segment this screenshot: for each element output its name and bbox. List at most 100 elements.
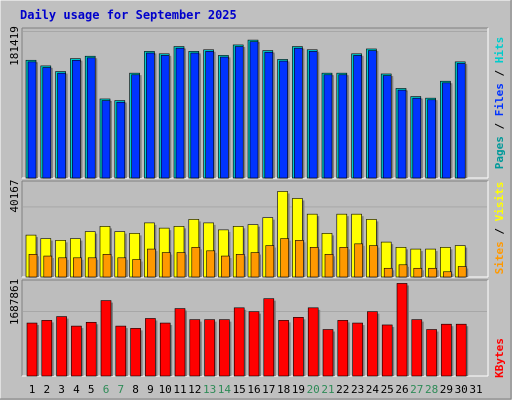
sites-bar-day-18 [280, 238, 289, 278]
x-tick-label-day-24: 24 [366, 383, 380, 396]
files-bar-day-4 [72, 59, 81, 179]
files-bar-day-28 [427, 99, 436, 179]
files-bar-day-3 [57, 72, 66, 179]
sites-bar-day-16 [250, 252, 260, 278]
sites-bar-day-4 [73, 257, 82, 278]
kbytes-bar-day-30 [455, 323, 467, 377]
sites-bar-day-14 [221, 255, 230, 278]
files-bar-day-22 [338, 74, 348, 179]
sites-bar-day-12 [191, 247, 201, 278]
legend-separator: / [493, 63, 506, 83]
files-bar-day-10 [160, 55, 170, 179]
kbytes-bar-day-12 [189, 319, 201, 377]
sites-bar-day-11 [176, 252, 186, 278]
sites-bar-day-25 [383, 267, 393, 278]
sites-bar-day-26 [398, 264, 408, 278]
sites-bar-day-7 [117, 257, 127, 278]
kbytes-bar-day-2 [41, 320, 53, 377]
files-legend-label: Files [493, 83, 506, 116]
x-tick-label-day-21: 21 [321, 383, 334, 396]
kbytes-bar-day-29 [441, 323, 452, 377]
sites-bar-day-8 [132, 259, 141, 278]
kbytes-bar-day-13 [204, 319, 215, 377]
kbytes-bar-day-3 [56, 316, 67, 377]
sites-bar-day-27 [413, 267, 423, 278]
visits-legend-label: Visits [493, 182, 506, 222]
sites-bar-day-6 [102, 254, 112, 278]
x-tick-label-day-9: 9 [147, 383, 154, 396]
sites-bar-day-9 [147, 248, 156, 278]
hits-bars [23, 31, 487, 179]
x-tick-label-day-1: 1 [29, 383, 36, 396]
files-bar-day-6 [101, 100, 111, 179]
x-tick-label-day-6: 6 [103, 383, 110, 396]
legend-separator: / [493, 221, 506, 241]
kbytes-bar-day-25 [381, 324, 393, 377]
files-bar-day-30 [456, 63, 466, 179]
files-bar-day-26 [397, 89, 407, 179]
x-tick-label-day-10: 10 [159, 383, 172, 396]
files-bar-day-16 [249, 41, 259, 179]
kbytes-bar-day-10 [159, 322, 171, 377]
files-bar-day-1 [27, 61, 37, 179]
files-bar-day-12 [190, 52, 200, 179]
sites-bar-day-5 [87, 257, 97, 278]
files-bar-day-13 [205, 51, 214, 179]
x-tick-label-day-14: 14 [218, 383, 232, 396]
files-bar-day-11 [175, 47, 185, 179]
x-tick-label-day-25: 25 [381, 383, 394, 396]
files-bar-day-29 [442, 82, 451, 179]
x-tick-label-day-22: 22 [336, 383, 349, 396]
files-bar-day-15 [234, 46, 244, 179]
legend-separator: / [493, 116, 506, 136]
files-bar-day-8 [131, 74, 140, 179]
kbytes-bar-day-24 [367, 311, 378, 377]
sites-bar-day-15 [235, 254, 245, 278]
files-bar-day-14 [220, 56, 229, 179]
kbytes-bar-day-23 [352, 322, 363, 377]
sites-bar-day-24 [369, 245, 378, 278]
sites-bar-day-13 [206, 250, 215, 278]
kbytes-y-tick-label: 1687861 [8, 279, 21, 325]
kbytes-bar-day-7 [115, 325, 127, 377]
x-tick-label-day-16: 16 [247, 383, 260, 396]
kbytes-bar-day-6 [100, 300, 112, 377]
kbytes-bar-day-17 [263, 298, 275, 377]
kbytes-bar-day-11 [174, 308, 186, 377]
hits-files-pages-panel: 181419 Pages / Files / Hits [8, 26, 506, 179]
x-tick-label-day-4: 4 [73, 383, 80, 396]
chart-title: Daily usage for September 2025 [20, 8, 237, 22]
x-tick-label-day-15: 15 [233, 383, 246, 396]
files-bar-day-21 [323, 74, 333, 179]
x-tick-label-day-28: 28 [425, 383, 438, 396]
x-tick-label-day-8: 8 [132, 383, 139, 396]
sites-bar-day-21 [324, 254, 334, 278]
kbytes-bar-day-15 [233, 307, 245, 377]
visits-sites-panel: 40167 Sites / Visits [8, 179, 506, 278]
kbytes-bar-day-27 [411, 319, 423, 377]
kbytes-legend-label: KBytes [493, 338, 506, 378]
hits-y-tick-label: 181419 [8, 26, 21, 66]
x-tick-label-day-31: 31 [469, 383, 482, 396]
sites-bar-day-20 [309, 247, 319, 278]
files-bar-day-24 [368, 50, 377, 179]
sites-bar-day-30 [457, 266, 467, 278]
kbytes-bar-day-9 [145, 318, 156, 377]
sites-bar-day-1 [28, 254, 38, 278]
sites-bar-day-3 [58, 257, 67, 278]
x-tick-label-day-18: 18 [277, 383, 290, 396]
x-tick-label-day-3: 3 [58, 383, 65, 396]
kbytes-bar-day-1 [26, 322, 38, 377]
x-tick-label-day-17: 17 [262, 383, 275, 396]
kbytes-panel: 1687861 KBytes [8, 279, 506, 378]
kbytes-y-axis-label: KBytes [493, 338, 506, 378]
kbytes-bar-day-4 [71, 325, 82, 377]
files-bar-day-27 [412, 97, 422, 179]
sites-bar-day-10 [161, 252, 171, 278]
kbytes-bar-day-19 [293, 317, 304, 377]
kbytes-bar-day-28 [426, 329, 437, 377]
files-bar-day-5 [86, 57, 96, 179]
kbytes-bar-day-22 [337, 320, 349, 377]
